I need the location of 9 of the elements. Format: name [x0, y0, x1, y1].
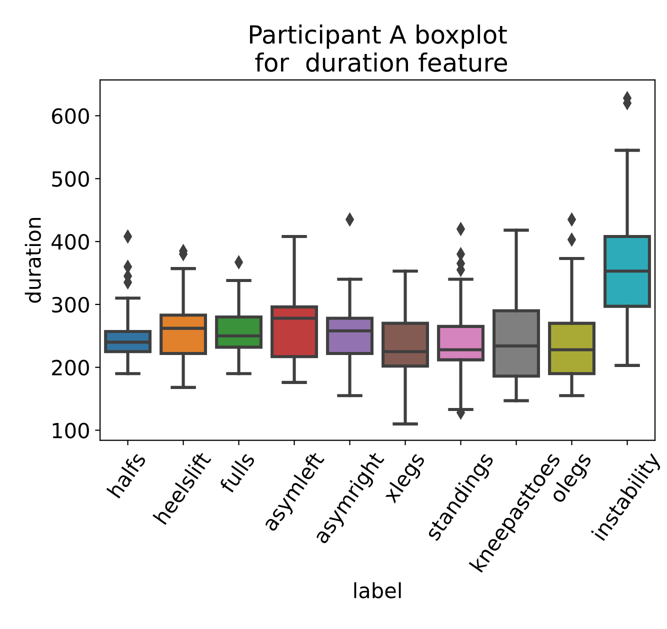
y-tick-label: 500	[52, 171, 89, 187]
y-tick-label: 600	[52, 108, 89, 124]
y-tick-label: 300	[52, 296, 89, 313]
y-tick-label: 100	[52, 422, 89, 438]
y-axis-title: duration	[24, 218, 41, 303]
y-tick-label: 200	[52, 360, 89, 376]
x-axis-title: label	[354, 582, 401, 598]
chart-title: Participant A boxplot for duration feature	[250, 24, 507, 72]
y-tick-label: 400	[52, 234, 89, 250]
